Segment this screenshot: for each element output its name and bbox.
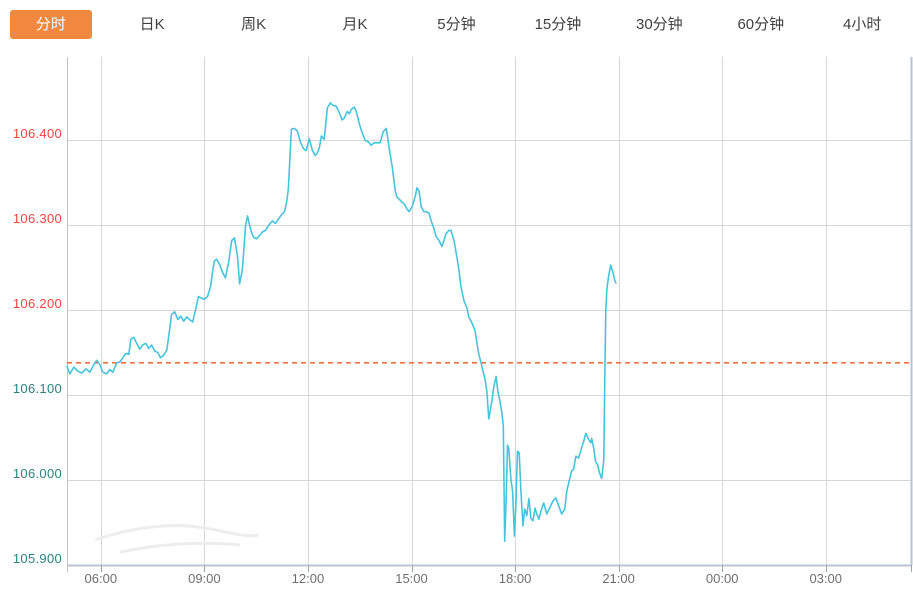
x-axis-label: 15:00 <box>395 571 428 586</box>
tab-30min[interactable]: 30分钟 <box>636 15 683 33</box>
x-axis-label: 09:00 <box>188 571 221 586</box>
x-axis-label: 21:00 <box>602 571 635 586</box>
tab-4hour[interactable]: 4小时 <box>843 15 882 33</box>
y-axis-label: 106.400 <box>12 126 62 142</box>
watermark <box>94 524 259 554</box>
x-axis-label: 03:00 <box>809 571 842 586</box>
y-axis-label: 106.200 <box>12 296 62 312</box>
tab-weekly-k[interactable]: 周K <box>241 15 267 33</box>
x-axis-label: 18:00 <box>498 571 532 586</box>
y-axis-label: 106.100 <box>12 381 62 397</box>
tab-15min[interactable]: 15分钟 <box>534 15 582 33</box>
tab-5min[interactable]: 5分钟 <box>437 15 476 33</box>
y-axis-label: 105.900 <box>12 551 62 566</box>
tab-monthly-k[interactable]: 月K <box>342 15 368 33</box>
chart-period-tabbar: 分时 日K 周K 月K 5分钟 15分钟 30分钟 60分钟 4小时 <box>0 0 913 48</box>
x-axis-label: 06:00 <box>84 571 118 586</box>
x-axis-label: 00:00 <box>705 571 739 586</box>
x-axis-label: 12:00 <box>291 571 325 586</box>
tab-intraday[interactable]: 分时 <box>9 9 92 39</box>
y-axis-label: 106.300 <box>12 211 62 227</box>
y-axis-label: 106.000 <box>12 466 62 482</box>
price-line-series <box>66 102 617 543</box>
tab-daily-k[interactable]: 日K <box>139 15 165 33</box>
tab-60min[interactable]: 60分钟 <box>737 15 785 33</box>
